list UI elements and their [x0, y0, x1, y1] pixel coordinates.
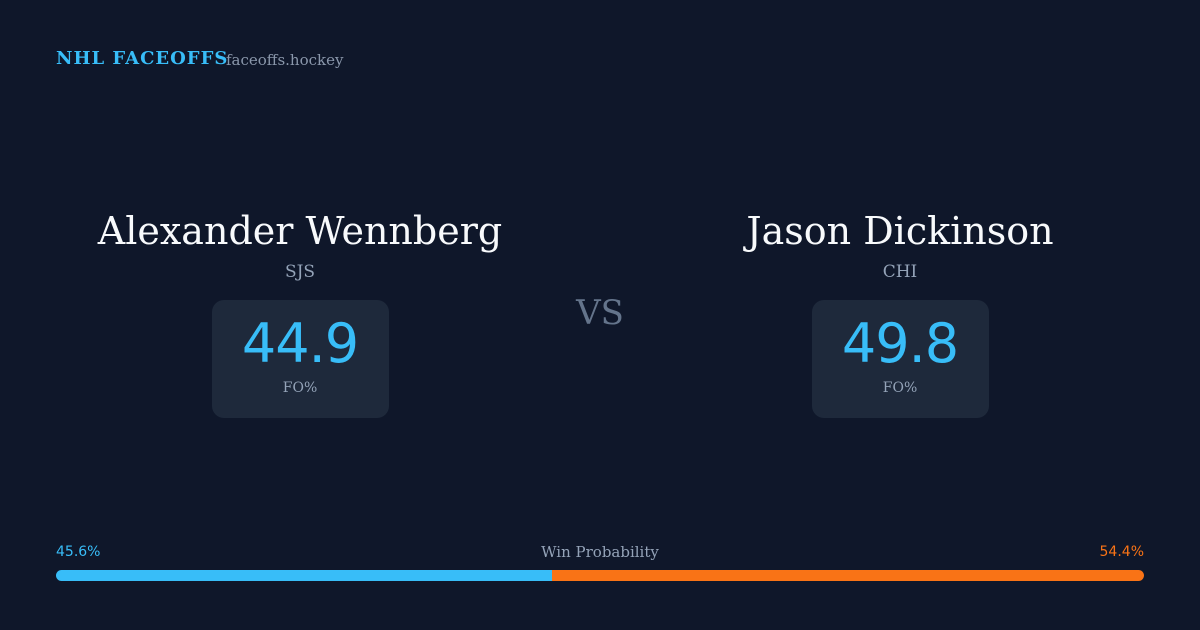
win-prob-left: 45.6% [56, 544, 101, 560]
player-left: Alexander Wennberg SJS 44.9 FO% [0, 204, 600, 418]
fo-pct: 49.8 [841, 312, 959, 375]
player-right: Jason Dickinson CHI 49.8 FO% [600, 204, 1200, 418]
player-name: Alexander Wennberg [97, 209, 503, 253]
player-team: SJS [284, 262, 316, 282]
site: faceoffs.hockey [226, 51, 344, 69]
win-prob-segment [56, 570, 553, 581]
player-name: Jason Dickinson [746, 209, 1054, 253]
fo-pct: 44.9 [241, 312, 359, 375]
win-prob-label: Win Probability [541, 543, 659, 561]
player-team: CHI [882, 262, 918, 282]
fo-label: FO% [882, 380, 918, 396]
stat-box: 44.9 FO% [211, 300, 389, 418]
win-prob-bar [56, 570, 1144, 581]
brand: NHL FACEOFFS [56, 48, 229, 69]
fo-label: FO% [282, 380, 318, 396]
vs: VS [576, 293, 624, 333]
win-prob-right: 54.4% [1099, 544, 1144, 560]
win-prob-segment [552, 570, 1144, 581]
stat-box: 49.8 FO% [811, 300, 989, 418]
